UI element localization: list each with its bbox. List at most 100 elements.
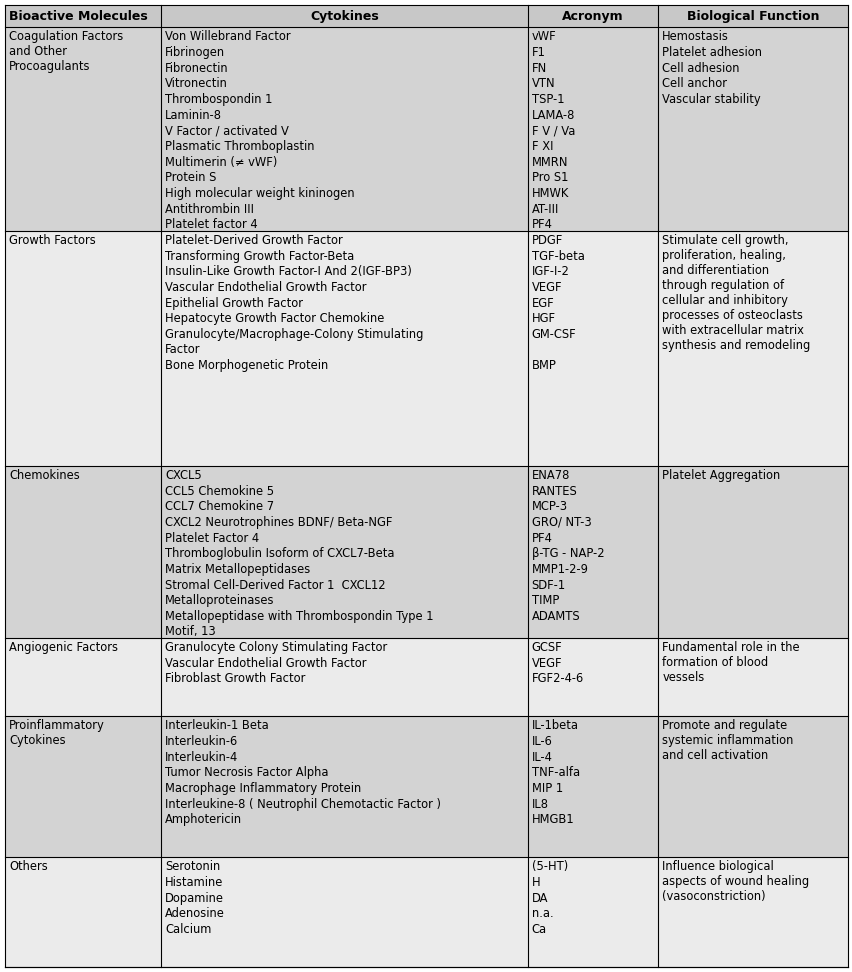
Text: Fibroblast Growth Factor: Fibroblast Growth Factor bbox=[164, 673, 305, 685]
Text: Platelet Factor 4: Platelet Factor 4 bbox=[164, 532, 259, 544]
Text: VEGF: VEGF bbox=[531, 657, 561, 670]
Text: GCSF: GCSF bbox=[531, 642, 561, 654]
Text: Amphotericin: Amphotericin bbox=[164, 814, 242, 826]
Text: CCL7 Chemokine 7: CCL7 Chemokine 7 bbox=[164, 501, 273, 513]
Text: FGF2-4-6: FGF2-4-6 bbox=[531, 673, 584, 685]
Text: Acronym: Acronym bbox=[561, 10, 623, 22]
Text: Fundamental role in the
formation of blood
vessels: Fundamental role in the formation of blo… bbox=[661, 642, 799, 684]
Text: MMP1-2-9: MMP1-2-9 bbox=[531, 563, 588, 575]
Text: IL8: IL8 bbox=[531, 798, 548, 811]
Text: Metalloproteinases: Metalloproteinases bbox=[164, 594, 274, 608]
Text: ENA78: ENA78 bbox=[531, 469, 569, 482]
Text: CXCL5: CXCL5 bbox=[164, 469, 201, 482]
Text: Calcium: Calcium bbox=[164, 923, 211, 936]
Text: TNF-alfa: TNF-alfa bbox=[531, 767, 579, 780]
Text: Insulin-Like Growth Factor-I And 2(IGF-BP3): Insulin-Like Growth Factor-I And 2(IGF-B… bbox=[164, 265, 412, 278]
Text: IL-1beta: IL-1beta bbox=[531, 719, 578, 733]
Text: TSP-1: TSP-1 bbox=[531, 93, 563, 106]
Text: Multimerin (≠ vWF): Multimerin (≠ vWF) bbox=[164, 156, 277, 169]
Text: Matrix Metallopeptidases: Matrix Metallopeptidases bbox=[164, 563, 310, 575]
Text: ADAMTS: ADAMTS bbox=[531, 609, 579, 623]
Text: Metallopeptidase with Thrombospondin Type 1
Motif, 13: Metallopeptidase with Thrombospondin Typ… bbox=[164, 609, 433, 638]
Text: GM-CSF: GM-CSF bbox=[531, 328, 576, 341]
Text: Von Willebrand Factor: Von Willebrand Factor bbox=[164, 30, 291, 44]
Text: Interleukine-8 ( Neutrophil Chemotactic Factor ): Interleukine-8 ( Neutrophil Chemotactic … bbox=[164, 798, 440, 811]
Text: Cytokines: Cytokines bbox=[309, 10, 378, 22]
Text: Angiogenic Factors: Angiogenic Factors bbox=[9, 642, 118, 654]
Text: Platelet-Derived Growth Factor: Platelet-Derived Growth Factor bbox=[164, 234, 343, 247]
Text: FN: FN bbox=[531, 62, 546, 75]
Text: GRO/ NT-3: GRO/ NT-3 bbox=[531, 516, 590, 529]
Text: Tumor Necrosis Factor Alpha: Tumor Necrosis Factor Alpha bbox=[164, 767, 328, 780]
Text: vWF: vWF bbox=[531, 30, 556, 44]
Text: Proinflammatory
Cytokines: Proinflammatory Cytokines bbox=[9, 719, 105, 747]
Text: LAMA-8: LAMA-8 bbox=[531, 109, 574, 122]
Text: BMP: BMP bbox=[531, 360, 556, 372]
Text: Others: Others bbox=[9, 860, 48, 874]
Text: Granulocyte Colony Stimulating Factor: Granulocyte Colony Stimulating Factor bbox=[164, 642, 387, 654]
Text: Platelet Aggregation: Platelet Aggregation bbox=[661, 469, 780, 482]
Text: PF4: PF4 bbox=[531, 532, 552, 544]
Text: Influence biological
aspects of wound healing
(vasoconstriction): Influence biological aspects of wound he… bbox=[661, 860, 809, 903]
Text: V Factor / activated V: V Factor / activated V bbox=[164, 124, 289, 137]
Text: Chemokines: Chemokines bbox=[9, 469, 79, 482]
Text: HGF: HGF bbox=[531, 312, 556, 326]
Text: Protein S: Protein S bbox=[164, 171, 216, 185]
Text: Antithrombin III: Antithrombin III bbox=[164, 203, 254, 216]
Text: PDGF: PDGF bbox=[531, 234, 562, 247]
Text: CXCL2 Neurotrophines BDNF/ Beta-NGF: CXCL2 Neurotrophines BDNF/ Beta-NGF bbox=[164, 516, 392, 529]
Text: Dopamine: Dopamine bbox=[164, 891, 224, 905]
Text: Interleukin-6: Interleukin-6 bbox=[164, 735, 238, 748]
Text: Macrophage Inflammatory Protein: Macrophage Inflammatory Protein bbox=[164, 782, 360, 795]
Text: VEGF: VEGF bbox=[531, 281, 561, 295]
Text: Stimulate cell growth,
proliferation, healing,
and differentiation
through regul: Stimulate cell growth, proliferation, he… bbox=[661, 234, 809, 352]
Text: Histamine: Histamine bbox=[164, 876, 223, 889]
Text: (5-HT): (5-HT) bbox=[531, 860, 567, 874]
Text: TIMP: TIMP bbox=[531, 594, 558, 608]
Text: Growth Factors: Growth Factors bbox=[9, 234, 95, 247]
Text: Ca: Ca bbox=[531, 923, 546, 936]
Text: AT-III: AT-III bbox=[531, 203, 558, 216]
Bar bbox=[5, 231, 847, 466]
Text: Biological Function: Biological Function bbox=[686, 10, 819, 22]
Text: Thrombospondin 1: Thrombospondin 1 bbox=[164, 93, 272, 106]
Text: Platelet adhesion: Platelet adhesion bbox=[661, 46, 762, 59]
Text: MCP-3: MCP-3 bbox=[531, 501, 567, 513]
Text: Pro S1: Pro S1 bbox=[531, 171, 567, 185]
Text: IL-6: IL-6 bbox=[531, 735, 552, 748]
Text: PF4: PF4 bbox=[531, 219, 552, 231]
Text: High molecular weight kininogen: High molecular weight kininogen bbox=[164, 187, 354, 200]
Text: CCL5 Chemokine 5: CCL5 Chemokine 5 bbox=[164, 485, 273, 498]
Text: RANTES: RANTES bbox=[531, 485, 577, 498]
Text: DA: DA bbox=[531, 891, 548, 905]
Text: Fibronectin: Fibronectin bbox=[164, 62, 228, 75]
Text: Promote and regulate
systemic inflammation
and cell activation: Promote and regulate systemic inflammati… bbox=[661, 719, 792, 762]
Text: HMGB1: HMGB1 bbox=[531, 814, 573, 826]
Bar bbox=[5, 27, 847, 231]
Text: MMRN: MMRN bbox=[531, 156, 567, 169]
Text: TGF-beta: TGF-beta bbox=[531, 250, 584, 262]
Text: Interleukin-4: Interleukin-4 bbox=[164, 750, 238, 764]
Text: F XI: F XI bbox=[531, 140, 552, 154]
Text: Thromboglobulin Isoform of CXCL7-Beta: Thromboglobulin Isoform of CXCL7-Beta bbox=[164, 547, 394, 560]
Text: EGF: EGF bbox=[531, 296, 554, 310]
Text: Cell adhesion: Cell adhesion bbox=[661, 62, 739, 75]
Text: H: H bbox=[531, 876, 539, 889]
Text: SDF-1: SDF-1 bbox=[531, 578, 565, 592]
Bar bbox=[5, 466, 847, 639]
Text: Vitronectin: Vitronectin bbox=[164, 78, 227, 90]
Text: Cell anchor: Cell anchor bbox=[661, 78, 727, 90]
Text: Laminin-8: Laminin-8 bbox=[164, 109, 222, 122]
Text: Coagulation Factors
and Other
Procoagulants: Coagulation Factors and Other Procoagula… bbox=[9, 30, 123, 74]
Text: β-TG - NAP-2: β-TG - NAP-2 bbox=[531, 547, 603, 560]
Text: Hepatocyte Growth Factor Chemokine: Hepatocyte Growth Factor Chemokine bbox=[164, 312, 384, 326]
Bar bbox=[5, 5, 847, 27]
Text: IGF-I-2: IGF-I-2 bbox=[531, 265, 569, 278]
Text: F1: F1 bbox=[531, 46, 545, 59]
Text: Hemostasis: Hemostasis bbox=[661, 30, 728, 44]
Text: Transforming Growth Factor-Beta: Transforming Growth Factor-Beta bbox=[164, 250, 354, 262]
Text: VTN: VTN bbox=[531, 78, 555, 90]
Text: Epithelial Growth Factor: Epithelial Growth Factor bbox=[164, 296, 302, 310]
Text: Interleukin-1 Beta: Interleukin-1 Beta bbox=[164, 719, 268, 733]
Text: n.a.: n.a. bbox=[531, 908, 553, 920]
